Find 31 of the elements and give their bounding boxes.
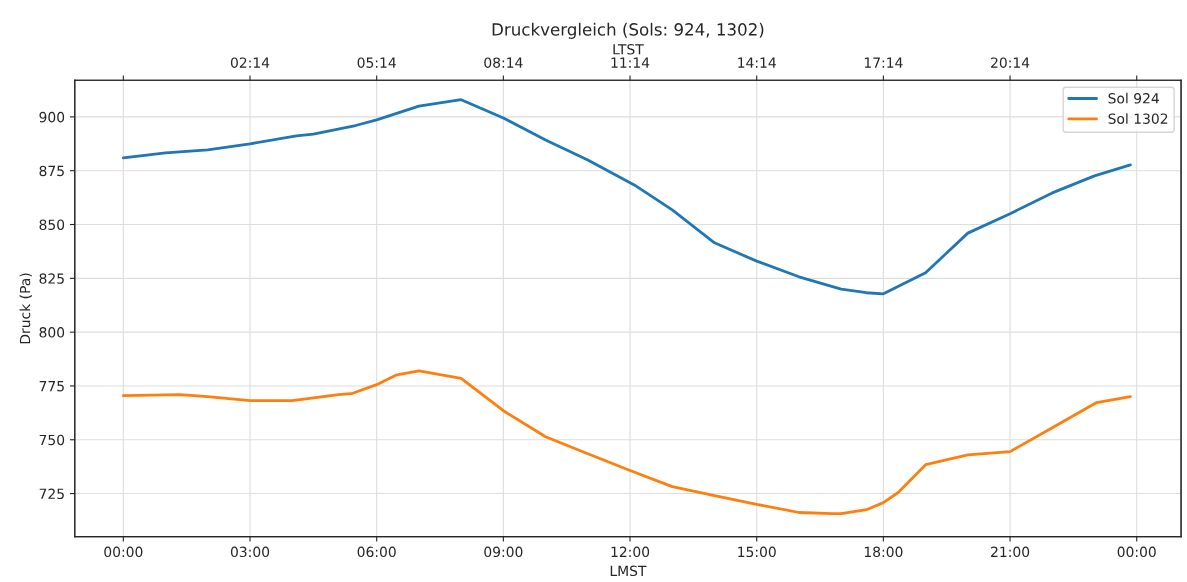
chart-title: Druckvergleich (Sols: 924, 1302) xyxy=(492,22,764,39)
y-tick-label: 825 xyxy=(39,273,64,284)
x-tick-label: 03:00 xyxy=(230,546,270,558)
x2-tick-label: 02:14 xyxy=(230,57,270,68)
x2-tick-label: 11:14 xyxy=(611,57,650,68)
y-tick-label: 800 xyxy=(39,327,65,338)
y-tick-label: 775 xyxy=(39,381,64,392)
x-axis-title: LMST xyxy=(610,565,647,577)
legend-label: Sol 924 xyxy=(1108,92,1159,104)
x2-tick-label: 08:14 xyxy=(484,57,523,68)
y-axis-title: Druck (Pa) xyxy=(19,273,32,344)
x-tick-label: 12:00 xyxy=(611,546,650,558)
x-tick-label: 09:00 xyxy=(484,546,523,558)
y-tick-label: 900 xyxy=(39,111,65,123)
x2-tick-label: 14:14 xyxy=(738,57,776,68)
y-tick-label: 750 xyxy=(39,434,65,446)
y-tick-label: 875 xyxy=(39,165,64,177)
x2-tick-label: 17:14 xyxy=(864,57,903,68)
line-series xyxy=(121,369,1132,515)
y-tick-label: 850 xyxy=(39,219,65,230)
x-tick-label: 15:00 xyxy=(738,546,776,558)
x2-axis-title: LTST xyxy=(613,44,644,55)
y-tick-label: 725 xyxy=(39,488,64,500)
x-tick-label: 00:00 xyxy=(1117,546,1156,558)
x-tick-label: 21:00 xyxy=(991,546,1030,558)
x-tick-label: 06:00 xyxy=(357,546,396,558)
x-tick-label: 00:00 xyxy=(104,546,143,558)
x2-tick-label: 20:14 xyxy=(991,57,1030,68)
x-tick-label: 18:00 xyxy=(864,546,903,558)
legend-label: Sol 1302 xyxy=(1108,113,1168,124)
x2-tick-label: 05:14 xyxy=(357,57,396,68)
